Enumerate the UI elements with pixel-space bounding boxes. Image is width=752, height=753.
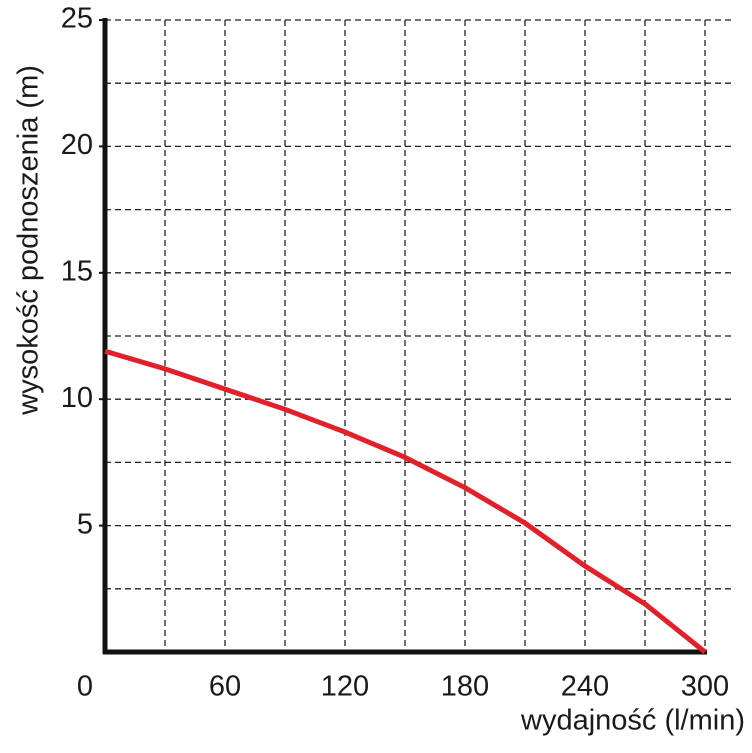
y-tick-label: 20 <box>61 129 93 161</box>
curve <box>104 348 707 654</box>
y-tick-label: 15 <box>61 255 93 287</box>
y-tick-label: 10 <box>61 382 93 414</box>
x-tick-label: 300 <box>681 671 729 703</box>
x-tick-label: 120 <box>321 671 369 703</box>
x-tick-label: 180 <box>441 671 489 703</box>
x-tick-label: 0 <box>77 671 93 703</box>
y-tick-label: 25 <box>61 3 93 35</box>
y-axis-label: wysokość podnoszenia (m) <box>13 65 45 416</box>
x-tick-label: 60 <box>209 671 241 703</box>
y-tick-label: 5 <box>77 508 93 540</box>
x-axis-label: wydajność (l/min) <box>520 705 745 737</box>
x-tick-label: 240 <box>561 671 609 703</box>
